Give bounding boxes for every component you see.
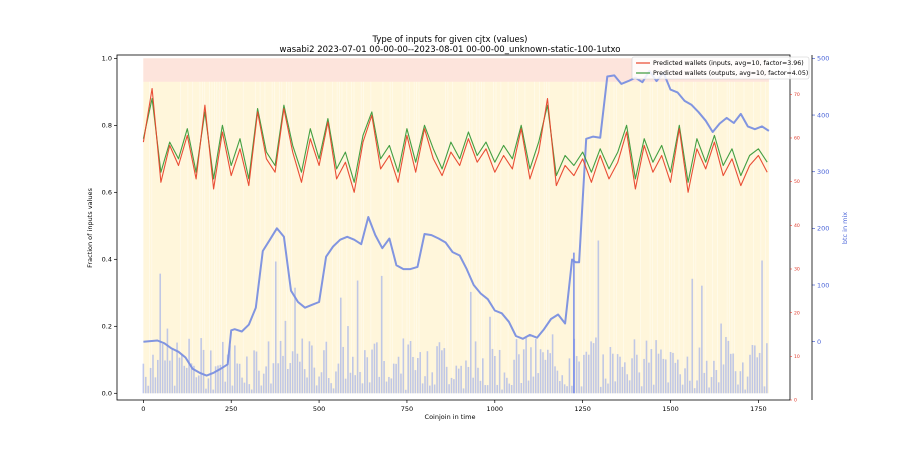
legend: Predicted wallets (inputs, avg=10, facto… bbox=[631, 56, 810, 80]
y-axis-red: 0 10 20 30 40 50 60 70 bbox=[790, 92, 800, 404]
series-line-0 bbox=[142, 87, 768, 193]
series-line-1 bbox=[142, 97, 768, 183]
y-tick-label: 0.6 bbox=[102, 189, 112, 197]
x-axis-label: Coinjoin in time bbox=[425, 413, 476, 421]
plot-frame bbox=[116, 54, 791, 401]
red-tick-label: 60 bbox=[794, 136, 800, 142]
y-tick-label: 0.4 bbox=[102, 256, 112, 264]
background-fraction-bands bbox=[142, 58, 769, 394]
x-tick-label: 0 bbox=[141, 405, 145, 413]
btc-axis-label: btc in mix bbox=[841, 212, 849, 244]
y-tick-label: 0.0 bbox=[102, 390, 112, 398]
x-tick-label: 500 bbox=[313, 405, 325, 413]
x-axis: 0 250 500 750 1000 1250 1500 1750 bbox=[141, 400, 767, 413]
x-tick-label: 1500 bbox=[662, 405, 679, 413]
legend-box bbox=[631, 56, 810, 80]
y-tick-label: 1.0 bbox=[102, 55, 112, 63]
x-tick-label: 250 bbox=[225, 405, 237, 413]
red-tick-label: 10 bbox=[794, 354, 800, 360]
red-tick-label: 30 bbox=[794, 267, 800, 273]
x-tick-label: 1750 bbox=[750, 405, 767, 413]
y-axis-left: 0.0 0.2 0.4 0.6 0.8 1.0 bbox=[102, 55, 117, 398]
y-tick-label: 0.8 bbox=[102, 122, 112, 130]
red-tick-label: 0 bbox=[794, 398, 797, 404]
blue-tick-label: 300 bbox=[817, 168, 829, 176]
blue-tick-label: 0 bbox=[817, 338, 821, 346]
red-tick-label: 40 bbox=[794, 223, 800, 229]
y-axis-label: Fraction of inputs values bbox=[86, 188, 94, 268]
legend-label-inputs: Predicted wallets (inputs, avg=10, facto… bbox=[653, 60, 804, 67]
red-tick-label: 50 bbox=[794, 179, 800, 185]
blue-tick-label: 100 bbox=[817, 281, 829, 289]
blue-tick-label: 400 bbox=[817, 111, 829, 119]
red-tick-label: 70 bbox=[794, 92, 800, 98]
chart-title: Type of inputs for given cjtx (values) bbox=[372, 35, 528, 45]
y-axis-blue: 0 100 200 300 400 500 bbox=[812, 55, 829, 346]
x-tick-label: 750 bbox=[401, 405, 413, 413]
red-tick-label: 20 bbox=[794, 310, 800, 316]
legend-label-outputs: Predicted wallets (outputs, avg=10, fact… bbox=[653, 70, 808, 77]
x-tick-label: 1250 bbox=[574, 405, 591, 413]
chart-subtitle: wasabi2 2023-07-01 00-00-00--2023-08-01 … bbox=[280, 45, 621, 55]
band-yellow bbox=[143, 58, 769, 394]
blue-tick-label: 200 bbox=[817, 225, 829, 233]
y-tick-label: 0.2 bbox=[102, 323, 112, 331]
x-tick-label: 1000 bbox=[487, 405, 504, 413]
blue-tick-label: 500 bbox=[817, 55, 829, 63]
